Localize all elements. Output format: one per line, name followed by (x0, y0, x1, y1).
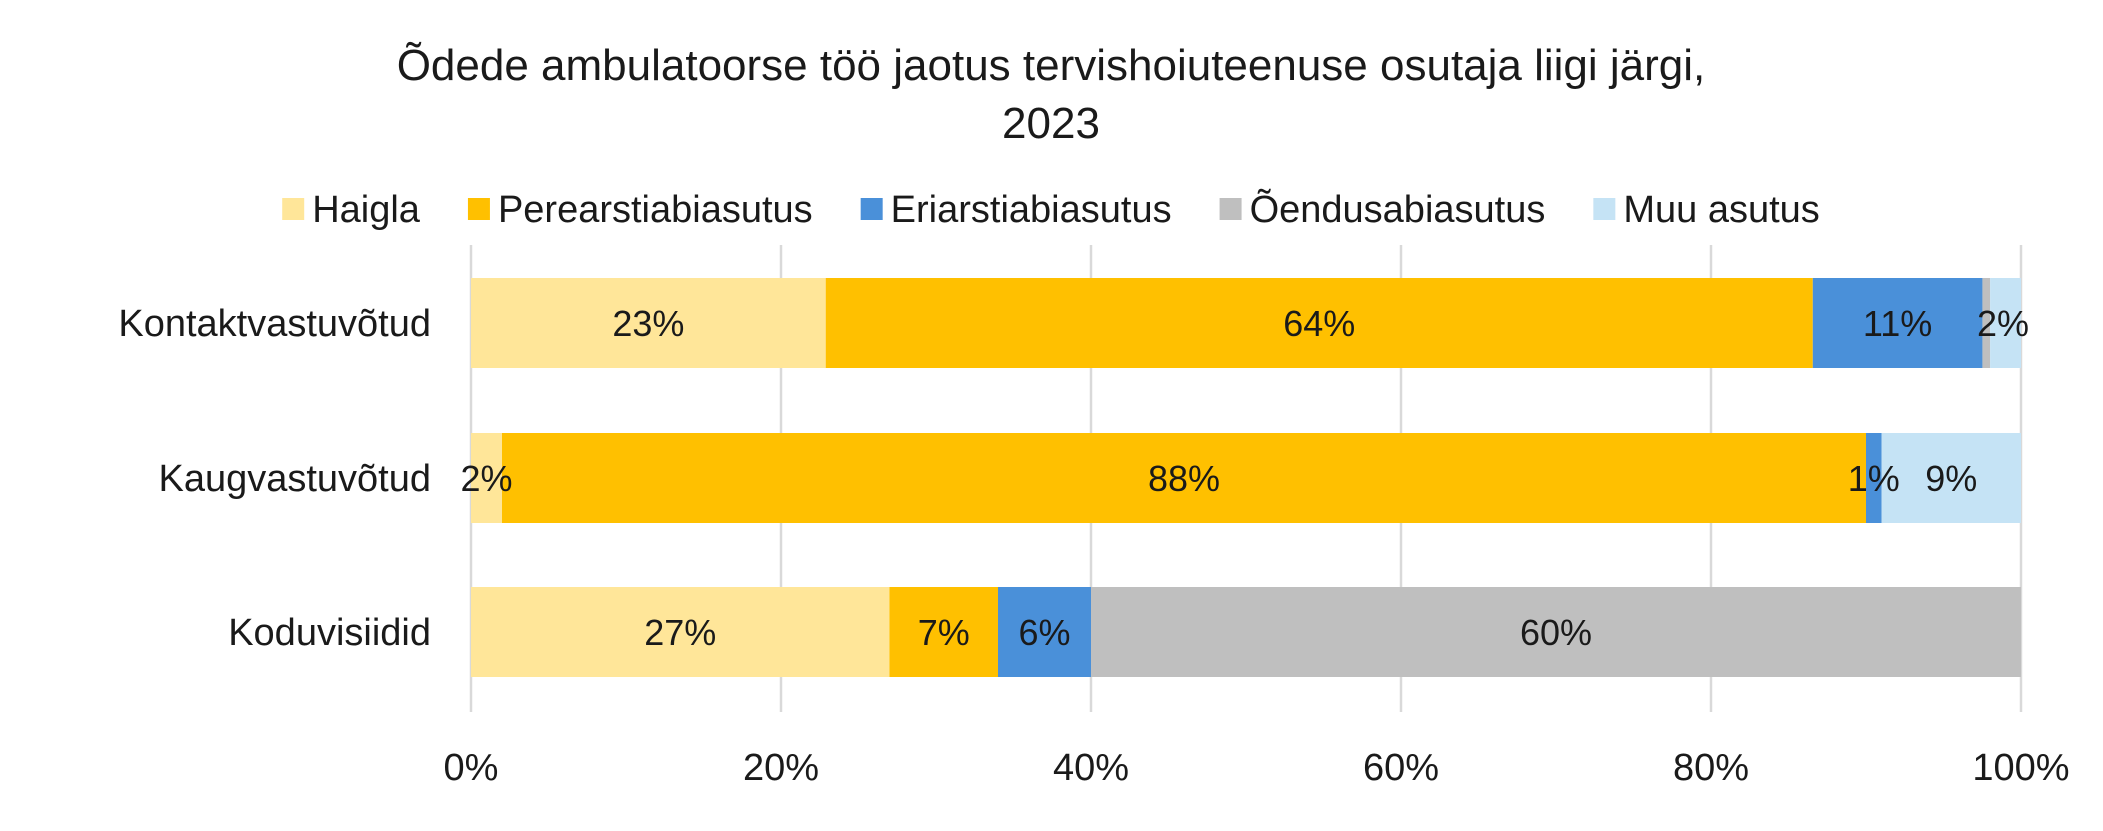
bar-segment (998, 587, 1091, 677)
legend-label: Muu asutus (1623, 189, 1819, 231)
bar-segment (889, 587, 998, 677)
data-label: 27% (644, 612, 716, 653)
legend-swatch (1219, 198, 1242, 220)
bar-segment (471, 278, 826, 368)
data-label: 9% (1925, 458, 1977, 499)
x-tick-label: 80% (1673, 747, 1749, 789)
data-labels: 23% 64% 11% 2% 2% 88% 1% 9% 27% 7% 6% 60% (460, 303, 2029, 653)
category-label: Kaugvastuvõtud (158, 458, 431, 500)
legend-label: Haigla (312, 189, 421, 231)
data-label: 1% (1848, 458, 1900, 499)
data-label: 2% (1977, 303, 2029, 344)
legend-label: Õendusabiasutus (1250, 187, 1546, 231)
data-label: 60% (1520, 612, 1592, 653)
category-labels: Kontaktvastuvõtud Kaugvastuvõtud Koduvisii… (118, 303, 431, 654)
bar-segment (502, 433, 1866, 523)
x-tick-label: 40% (1053, 747, 1129, 789)
data-label: 11% (1863, 303, 1932, 344)
legend-label: Perearstiabiasutus (498, 189, 813, 231)
data-label: 7% (918, 612, 970, 653)
category-label: Kontaktvastuvõtud (118, 303, 431, 345)
legend-swatch (1593, 198, 1616, 220)
bar-segment (1982, 278, 1991, 368)
chart-title-line1: Õdede ambulatoorse töö jaotus tervishoiu… (397, 40, 1706, 90)
data-label: 6% (1018, 612, 1070, 653)
bar-segment (1990, 278, 2021, 368)
x-tick-labels: 0% 20% 40% 60% 80% 100% (444, 747, 2070, 789)
legend-swatch (282, 198, 305, 220)
bars (471, 278, 2021, 677)
x-tick-label: 0% (444, 747, 499, 789)
bar-segment (1881, 433, 2021, 523)
bar-segment (1866, 433, 1882, 523)
x-tick-label: 60% (1363, 747, 1439, 789)
chart-title-line2: 2023 (1002, 99, 1100, 148)
bar-segment (471, 587, 890, 677)
bar-segment (1812, 278, 1983, 368)
x-tick-label: 100% (1972, 747, 2069, 789)
category-label: Koduvisiidid (228, 612, 431, 654)
legend-swatch (860, 198, 883, 220)
data-label: 2% (460, 458, 512, 499)
bar-segment (1091, 587, 2021, 677)
data-label: 64% (1283, 303, 1355, 344)
legend-label: Eriarstiabiasutus (891, 189, 1172, 231)
x-tick-label: 20% (743, 747, 819, 789)
legend: Haigla Perearstiabiasutus Eriarstiabiasutu… (282, 187, 1820, 231)
data-label: 23% (612, 303, 684, 344)
bar-segment (825, 278, 1813, 368)
data-label: 88% (1148, 458, 1220, 499)
legend-swatch (467, 198, 490, 220)
bar-segment (471, 433, 502, 523)
